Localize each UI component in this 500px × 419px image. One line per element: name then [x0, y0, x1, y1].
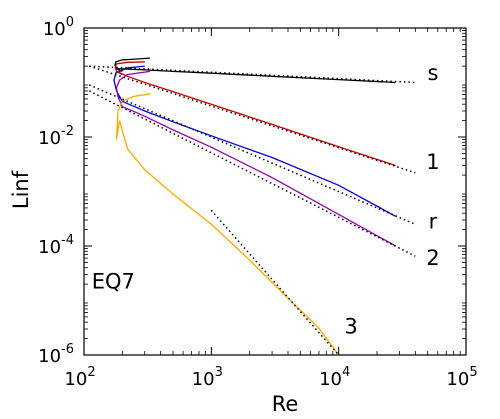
series-line-1 — [116, 70, 396, 167]
series-fit-s — [89, 65, 416, 84]
series-fit-3 — [210, 209, 340, 355]
series-label-3: 3 — [344, 314, 357, 338]
x-tick-label: 103 — [192, 365, 223, 390]
x-tick-label: 105 — [446, 365, 477, 390]
series-fit-1 — [89, 65, 416, 174]
ticks-layer: 102 103 104 105 100 10-2 10-4 10-6 — [38, 15, 477, 390]
series-label-r: r — [429, 209, 438, 233]
x-tick-label: 102 — [64, 365, 95, 390]
y-tick-label: 100 — [43, 15, 74, 40]
y-tick-label: 10-4 — [38, 233, 74, 258]
series-layer — [88, 57, 416, 355]
series-label-2: 2 — [426, 246, 439, 270]
series-fit-r — [89, 84, 416, 225]
series-line-r — [122, 100, 396, 217]
y-tick-label: 10-6 — [38, 342, 74, 367]
y-axis-title: Linf — [9, 170, 33, 209]
x-tick-label: 104 — [319, 365, 350, 390]
series-label-s: s — [427, 61, 438, 85]
y-tick-label: 10-2 — [38, 124, 74, 149]
series-upper-branch — [115, 93, 151, 140]
series-line-2 — [122, 106, 396, 247]
x-axis-title: Re — [272, 392, 299, 416]
plot-area — [83, 27, 467, 356]
series-label-1: 1 — [426, 150, 439, 174]
annotation-layer: s 1 r 2 3 EQ7 — [92, 61, 440, 338]
chart-annotation: EQ7 — [92, 270, 135, 294]
series-line-s — [116, 67, 396, 84]
series-line-3 — [118, 120, 340, 355]
plot-frame — [83, 27, 467, 356]
